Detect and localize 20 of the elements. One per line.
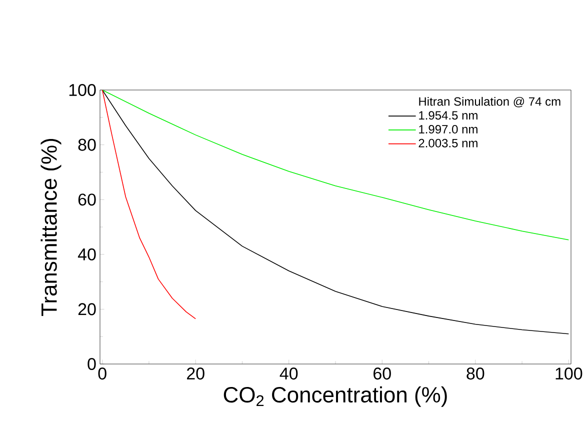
x-tick-label: 0 (98, 368, 106, 380)
y-tick-label: 40 (78, 248, 96, 260)
x-tick-label: 80 (466, 368, 484, 380)
legend-label: 2.003.5 nm (418, 138, 478, 148)
x-tick-label: 60 (374, 368, 391, 380)
x-tick-label: 100 (556, 368, 582, 380)
y-tick-label: 100 (69, 84, 96, 96)
y-axis-title: Transmittance (%) (40, 138, 62, 316)
line-series (102, 90, 196, 320)
y-tick-label: 80 (78, 138, 96, 151)
legend-label: 1.954.5 nm (419, 111, 478, 120)
legend-label: 1.997.0 nm (419, 125, 478, 134)
line-series (102, 90, 570, 240)
x-tick-label: 40 (280, 368, 298, 380)
x-axis-title: CO$_{2}$ Concentration (%) (224, 386, 447, 407)
x-tick-label: 20 (187, 368, 204, 380)
y-tick-label: 20 (78, 303, 96, 316)
y-tick-label: 0 (88, 358, 96, 370)
legend-title: Hitran Simulation @ 74 cm (419, 96, 560, 108)
y-tick-label: 60 (78, 194, 96, 206)
